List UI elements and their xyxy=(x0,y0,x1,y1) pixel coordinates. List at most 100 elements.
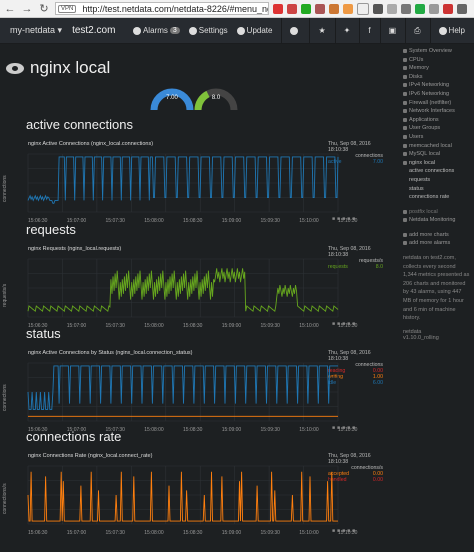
zoom-in-icon[interactable]: ■ xyxy=(342,425,348,431)
sidebar-item[interactable]: System Overview xyxy=(403,47,474,56)
sidebar-item[interactable]: IPv4 Networking xyxy=(403,81,474,90)
forward-icon[interactable]: → xyxy=(21,2,33,15)
version-name: netdata xyxy=(403,328,422,335)
divider xyxy=(281,18,283,43)
chart-toolbar[interactable]: ■■■■■ xyxy=(332,425,357,431)
sidebar-item[interactable]: Firewall (netfilter) xyxy=(403,99,474,108)
print-icon[interactable]: ⎙ xyxy=(414,25,421,35)
series-line xyxy=(27,156,339,204)
resize-icon[interactable]: ■ xyxy=(352,321,358,327)
menu-icon xyxy=(403,117,407,122)
extension-icon[interactable] xyxy=(415,3,425,14)
add-charts-link[interactable]: add more charts xyxy=(403,231,474,240)
star-icon[interactable]: ★ xyxy=(318,26,326,35)
zoom-out-icon[interactable]: ■ xyxy=(347,321,353,327)
arrow-left-icon[interactable]: ■ xyxy=(332,321,338,327)
legend-row[interactable]: accepted 0.00 xyxy=(328,471,383,477)
chart-plot[interactable] xyxy=(14,150,344,216)
chart-toolbar[interactable]: ■■■■■ xyxy=(332,321,357,327)
arrow-left-icon[interactable]: ■ xyxy=(332,216,338,222)
extension-icon[interactable] xyxy=(387,3,397,14)
sidebar-item[interactable]: postfix local xyxy=(403,208,474,217)
arrow-right-icon[interactable]: ■ xyxy=(337,425,343,431)
sidebar-item[interactable]: CPUs xyxy=(403,56,474,65)
sidebar-item-label: memcached local xyxy=(409,142,452,149)
legend-row[interactable]: idle 6.00 xyxy=(328,380,383,386)
chart-toolbar[interactable]: ■■■■■ xyxy=(332,528,357,534)
help-button[interactable]: Help xyxy=(438,26,465,35)
extension-icon[interactable] xyxy=(329,3,339,14)
zoom-in-icon[interactable]: ■ xyxy=(342,216,348,222)
extension-icon[interactable] xyxy=(401,3,411,14)
back-icon[interactable]: ← xyxy=(4,2,16,15)
zoom-in-icon[interactable]: ■ xyxy=(342,321,348,327)
arrow-right-icon[interactable]: ■ xyxy=(337,321,343,327)
extension-icon[interactable] xyxy=(373,3,383,14)
settings-button[interactable]: Settings xyxy=(188,26,228,35)
extension-icon[interactable] xyxy=(443,3,453,14)
sidebar-subitem[interactable]: status xyxy=(403,185,474,194)
sidebar-subitem[interactable]: requests xyxy=(403,176,474,185)
chart-plot[interactable] xyxy=(14,462,344,528)
arrow-left-icon[interactable]: ■ xyxy=(332,425,338,431)
host-menu[interactable]: my-netdata ▾ xyxy=(10,25,63,35)
chart-block[interactable]: nginx Connections Rate (nginx_local.conn… xyxy=(0,452,400,552)
update-button[interactable]: Update xyxy=(236,26,272,35)
sidebar-subitem[interactable]: connections rate xyxy=(403,193,474,202)
chart-toolbar[interactable]: ■■■■■ xyxy=(332,216,357,222)
legend-row[interactable]: writing 1.00 xyxy=(328,374,383,380)
extension-icon[interactable] xyxy=(287,3,297,14)
sidebar-item[interactable]: MySQL local xyxy=(403,150,474,159)
sidebar-subitem[interactable]: active connections xyxy=(403,167,474,176)
vpn-badge[interactable]: VPN xyxy=(58,4,77,13)
chart-plot[interactable] xyxy=(14,359,344,425)
resize-icon[interactable]: ■ xyxy=(352,216,358,222)
menu-icon[interactable] xyxy=(457,3,467,14)
legend-row[interactable]: handled 0.00 xyxy=(328,477,383,483)
reload-icon[interactable]: ↻ xyxy=(39,3,49,15)
sidebar-item[interactable]: Users xyxy=(403,133,474,142)
chart-block[interactable]: nginx Requests (nginx_local.requests) req… xyxy=(0,245,400,345)
zoom-out-icon[interactable]: ■ xyxy=(347,425,353,431)
gauge-requests-value: 8.0 xyxy=(212,95,221,101)
sidebar-item[interactable]: IPv6 Networking xyxy=(403,90,474,99)
sidebar-item[interactable]: nginx local xyxy=(403,159,474,168)
facebook-icon[interactable]: f xyxy=(368,26,371,35)
sidebar-item[interactable]: Netdata Monitoring xyxy=(403,216,474,225)
address-bar[interactable]: VPN http://test.netdata.com/netdata-8226… xyxy=(55,2,269,15)
extension-icon[interactable] xyxy=(429,3,439,14)
extension-icon[interactable] xyxy=(357,2,369,15)
sidebar-item[interactable]: Memory xyxy=(403,64,474,73)
save-icon[interactable]: ▣ xyxy=(388,26,397,35)
extension-icon[interactable] xyxy=(315,3,325,14)
x-tick-label: 15:09:00 xyxy=(221,218,242,224)
resize-icon[interactable]: ■ xyxy=(352,528,358,534)
sidebar-item[interactable]: User Groups xyxy=(403,124,474,133)
divider xyxy=(359,18,361,43)
twitter-icon[interactable]: ✦ xyxy=(343,26,351,35)
chart-legend: Thu, Sep 08, 2016 18:10:38 connections/s ac… xyxy=(328,453,383,483)
add-alarms-link[interactable]: add more alarms xyxy=(403,239,474,248)
arrow-right-icon[interactable]: ■ xyxy=(337,216,343,222)
resize-icon[interactable]: ■ xyxy=(352,425,358,431)
x-tick-label: 15:07:00 xyxy=(66,218,87,224)
chart-block[interactable]: nginx Active Connections by Status (ngin… xyxy=(0,349,400,449)
zoom-out-icon[interactable]: ■ xyxy=(347,216,353,222)
chart-plot[interactable] xyxy=(14,255,344,321)
sidebar-item[interactable]: Network Interfaces xyxy=(403,107,474,116)
page-title-text: nginx local xyxy=(30,58,111,77)
sidebar-item[interactable]: Applications xyxy=(403,116,474,125)
sidebar-item[interactable]: Disks xyxy=(403,73,474,82)
url-text[interactable]: http://test.netdata.com/netdata-8226/#me… xyxy=(82,3,268,14)
gear-icon xyxy=(188,26,197,35)
extension-icon[interactable] xyxy=(273,3,283,14)
legend-row[interactable]: reading 0.00 xyxy=(328,368,383,374)
host-name[interactable]: test2.com xyxy=(72,25,116,36)
extension-icon[interactable] xyxy=(343,3,353,14)
chart-block[interactable]: nginx Active Connections (nginx_local.co… xyxy=(0,140,400,240)
sidebar-item[interactable]: memcached local xyxy=(403,142,474,151)
host-menu-label: my-netdata xyxy=(10,25,56,35)
alarms-button[interactable]: Alarms 3 xyxy=(132,26,180,35)
extension-icon[interactable] xyxy=(301,3,311,14)
github-icon[interactable] xyxy=(290,26,300,35)
